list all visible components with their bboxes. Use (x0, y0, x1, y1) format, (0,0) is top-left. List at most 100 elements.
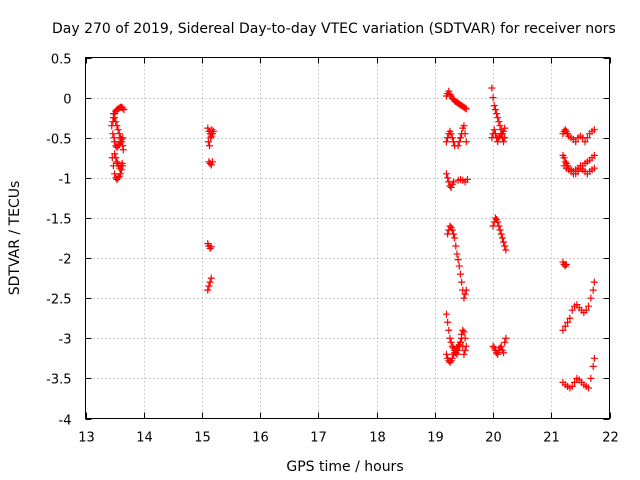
data-point (587, 374, 595, 382)
data-point (442, 138, 450, 146)
data-point (452, 242, 460, 250)
x-tick-label: 19 (427, 431, 444, 446)
data-point (119, 104, 127, 112)
y-axis-title: SDTVAR / TECUs (7, 181, 23, 296)
data-point (495, 222, 503, 230)
data-point (446, 334, 454, 342)
y-tick-label: -2 (59, 253, 72, 268)
data-point (109, 162, 117, 170)
data-point (119, 146, 127, 154)
data-point (207, 243, 215, 251)
data-point (461, 334, 469, 342)
data-point (204, 286, 212, 294)
data-point (462, 286, 470, 294)
data-point (571, 378, 579, 386)
data-point (569, 170, 577, 178)
data-point (445, 326, 453, 334)
data-point (463, 175, 471, 183)
data-point (448, 354, 456, 362)
data-point (572, 138, 580, 146)
x-tick-label: 18 (369, 431, 386, 446)
data-point (206, 278, 214, 286)
data-point (494, 218, 502, 226)
data-points (108, 84, 598, 392)
data-point (454, 256, 462, 264)
data-point (561, 158, 569, 166)
data-point (462, 138, 470, 146)
data-point (449, 350, 457, 358)
data-point (455, 138, 463, 146)
data-point (498, 234, 506, 242)
data-point (204, 138, 212, 146)
data-point (461, 346, 469, 354)
data-point (444, 174, 452, 182)
data-point (458, 278, 466, 286)
data-point (561, 262, 569, 270)
data-point (207, 274, 215, 282)
y-tick-label: -0.5 (46, 133, 71, 148)
data-point (446, 358, 454, 366)
data-point (446, 222, 454, 230)
x-tick-label: 16 (252, 431, 269, 446)
data-point (561, 126, 569, 134)
data-point (560, 154, 568, 162)
data-point (561, 322, 569, 330)
data-point (116, 134, 124, 142)
y-tick-labels: 0.5 0 -0.5 -1 -1.5 -2 -2.5 -3 -3.5 -4 (46, 53, 71, 429)
y-tick-label: 0.5 (51, 53, 72, 68)
data-point (494, 350, 502, 358)
data-point (590, 164, 598, 172)
data-point (446, 90, 454, 98)
axis-ticks (85, 57, 611, 420)
data-point (493, 110, 501, 118)
data-point (500, 138, 508, 146)
x-tick-label: 13 (78, 431, 95, 446)
data-point (559, 326, 567, 334)
data-point (496, 226, 504, 234)
data-point (590, 354, 598, 362)
data-point (501, 242, 509, 250)
data-point (447, 338, 455, 346)
data-point (459, 326, 467, 334)
data-point (497, 342, 505, 350)
data-point (576, 162, 584, 170)
data-point (495, 118, 503, 126)
data-point (562, 260, 570, 268)
data-point (462, 342, 470, 350)
grid (85, 57, 610, 419)
data-point (445, 87, 453, 95)
data-point (114, 126, 122, 134)
data-point (113, 122, 121, 130)
data-point (206, 142, 214, 150)
data-point (488, 84, 496, 92)
x-tick-label: 17 (310, 431, 327, 446)
data-point (461, 290, 469, 298)
y-tick-label: -1.5 (46, 213, 71, 228)
data-point (206, 244, 214, 252)
data-point (590, 278, 598, 286)
data-point (497, 230, 505, 238)
x-tick-label: 21 (543, 431, 560, 446)
data-point (114, 174, 122, 182)
data-point (502, 334, 510, 342)
data-point (461, 104, 469, 112)
data-point (502, 246, 510, 254)
data-point (460, 350, 468, 358)
data-point (208, 126, 216, 134)
data-point (585, 302, 593, 310)
data-point (448, 134, 456, 142)
data-point (489, 94, 497, 102)
data-point (442, 170, 450, 178)
y-tick-label: 0 (63, 93, 71, 108)
data-point (449, 178, 457, 186)
data-point (500, 238, 508, 246)
data-point (116, 170, 124, 178)
data-point (500, 349, 508, 357)
data-point (490, 102, 498, 110)
x-tick-labels: 13 14 15 16 17 18 19 20 21 22 (78, 431, 619, 446)
data-point (568, 382, 576, 390)
data-point (501, 338, 509, 346)
data-point (453, 250, 461, 258)
data-point (462, 105, 470, 113)
data-point (108, 154, 116, 162)
